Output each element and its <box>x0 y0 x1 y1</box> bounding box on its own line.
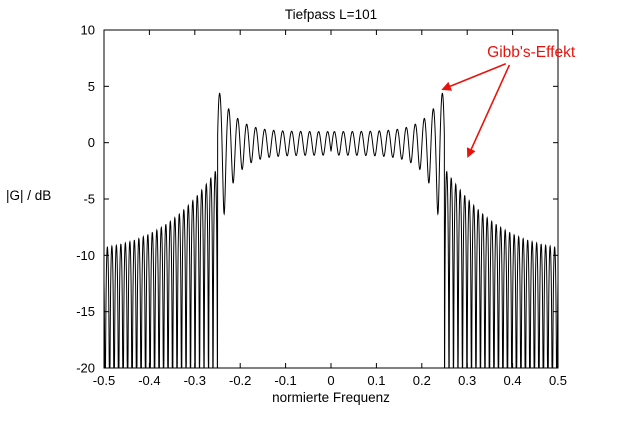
x-tick-label: -0.1 <box>274 373 296 388</box>
gibbs-arrow <box>441 63 507 91</box>
x-tick-label: -0.5 <box>93 373 115 388</box>
x-tick-label: 0.5 <box>549 373 567 388</box>
response-curve <box>103 92 559 369</box>
x-tick-label: 0.3 <box>458 373 476 388</box>
x-axis-label: normierte Frequenz <box>272 390 390 405</box>
y-tick-label: -15 <box>76 304 95 319</box>
x-tick-label: 0.4 <box>504 373 522 388</box>
y-tick-label: -10 <box>76 248 95 263</box>
chart-title: Tiefpass L=101 <box>284 7 378 22</box>
y-tick-label: 5 <box>88 79 95 94</box>
y-tick-label: 0 <box>88 135 95 150</box>
x-tick-label: -0.4 <box>138 373 160 388</box>
gibbs-annotation: Gibb's-Effekt <box>487 43 576 61</box>
gibbs-arrow <box>466 64 511 158</box>
x-tick-label: -0.3 <box>184 373 206 388</box>
y-tick-label: 10 <box>81 23 95 38</box>
x-tick-label: 0.2 <box>413 373 431 388</box>
x-tick-label: 0 <box>327 373 334 388</box>
y-tick-label: -5 <box>83 192 95 207</box>
y-axis-label: |G| / dB <box>6 188 52 203</box>
x-tick-label: 0.1 <box>367 373 385 388</box>
y-tick-label: -20 <box>76 361 95 376</box>
x-tick-label: -0.2 <box>229 373 251 388</box>
